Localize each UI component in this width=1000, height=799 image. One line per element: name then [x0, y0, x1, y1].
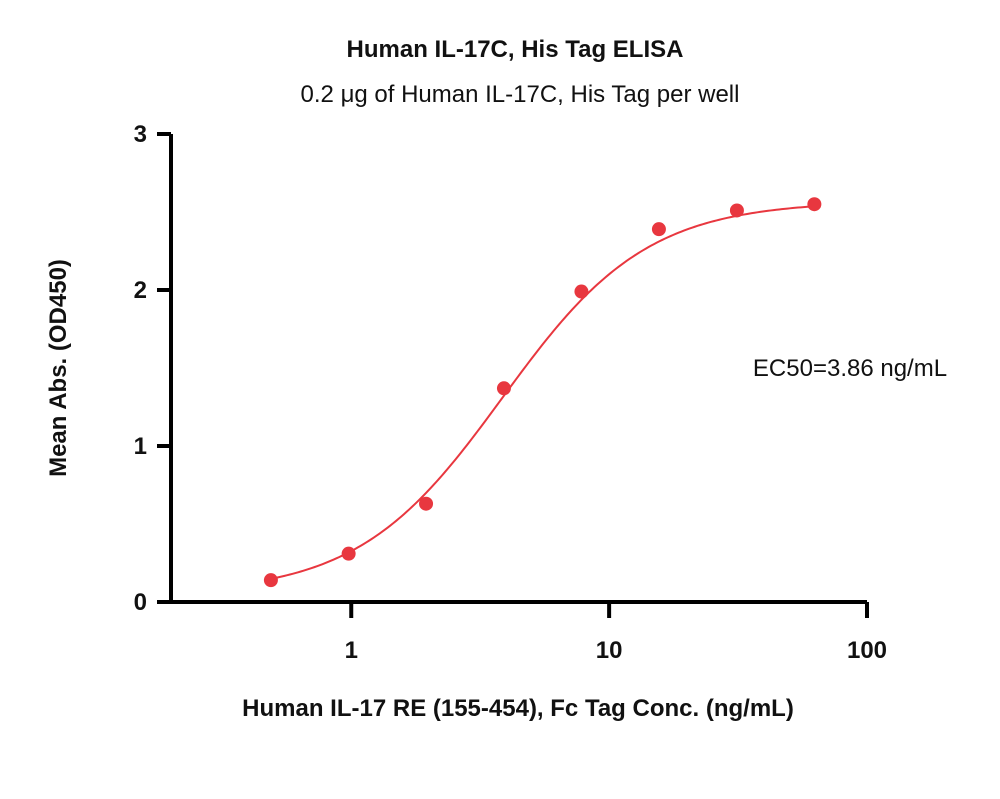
data-point: [419, 496, 434, 511]
y-tick-label: 3: [134, 121, 147, 148]
data-point: [263, 573, 278, 588]
data-points: [263, 197, 822, 588]
data-point: [651, 222, 666, 237]
y-axis-ticks: 0 1 2 3: [134, 121, 171, 616]
axes: 0 1 2 3 1 10 100: [134, 121, 887, 664]
y-tick-label: 1: [134, 433, 147, 460]
x-axis-title: Human IL-17 RE (155-454), Fc Tag Conc. (…: [242, 695, 794, 722]
data-point: [807, 197, 822, 212]
ec50-annotation: EC50=3.86 ng/mL: [753, 355, 947, 382]
x-tick-label: 10: [596, 637, 623, 664]
chart-subtitle: 0.2 μg of Human IL-17C, His Tag per well: [301, 81, 740, 108]
y-axis-title: Mean Abs. (OD450): [45, 259, 72, 477]
x-tick-label: 1: [345, 637, 358, 664]
x-tick-label: 100: [847, 637, 887, 664]
data-point: [496, 381, 511, 396]
data-point: [341, 546, 356, 561]
data-point: [574, 284, 589, 299]
chart-title: Human IL-17C, His Tag ELISA: [347, 36, 684, 63]
y-tick-label: 0: [134, 589, 147, 616]
data-point: [729, 203, 744, 218]
fit-curve: [270, 205, 815, 580]
plot-area: [263, 197, 822, 588]
y-tick-label: 2: [134, 277, 147, 304]
x-axis-ticks: 1 10 100: [345, 602, 887, 664]
